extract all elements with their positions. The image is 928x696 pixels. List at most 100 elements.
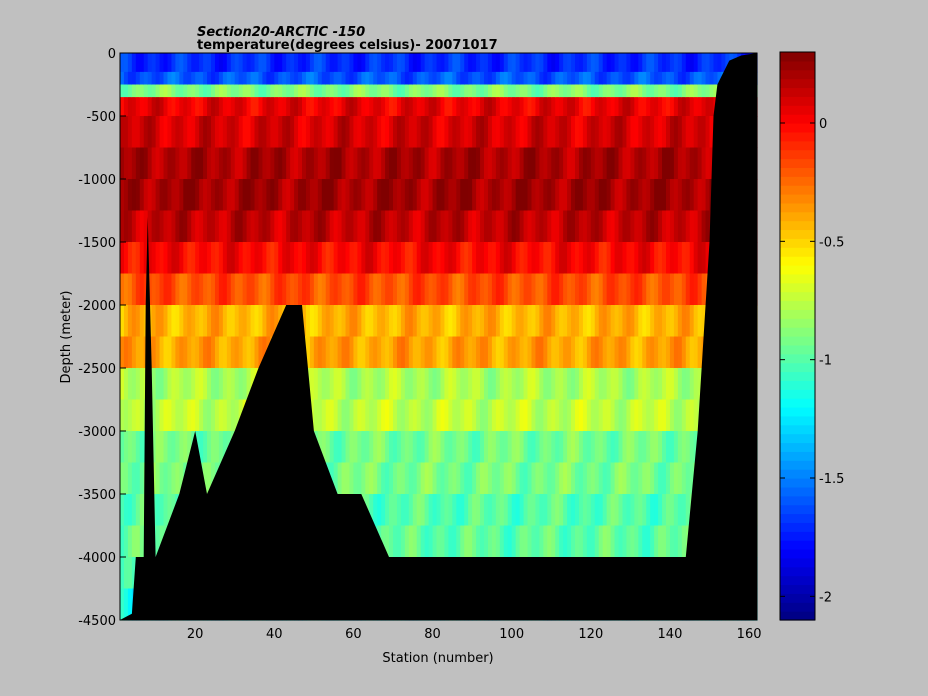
heatmap-cell (499, 525, 505, 558)
heatmap-cell (175, 97, 180, 117)
heatmap-cell (420, 97, 426, 117)
heatmap-cell (626, 53, 631, 73)
heatmap-cell (701, 179, 707, 212)
heatmap-cell (460, 147, 465, 180)
heatmap-cell (448, 53, 453, 73)
heatmap-cell (163, 494, 169, 527)
heatmap-cell (594, 462, 600, 495)
heatmap-cell (266, 210, 271, 243)
heatmap-cell (551, 525, 556, 558)
heatmap-cell (658, 53, 663, 73)
heatmap-cell (662, 116, 667, 149)
heatmap-cell (468, 399, 473, 432)
heatmap-cell (464, 273, 469, 306)
heatmap-cell (499, 71, 505, 86)
heatmap-cell (539, 399, 544, 432)
heatmap-cell (400, 116, 406, 149)
heatmap-cell (286, 71, 291, 86)
heatmap-cell (428, 242, 434, 275)
heatmap-cell (527, 399, 533, 432)
heatmap-cell (428, 147, 434, 180)
heatmap-cell (713, 71, 719, 86)
heatmap-cell (571, 242, 576, 275)
heatmap-cell (246, 97, 252, 117)
heatmap-cell (163, 97, 169, 117)
heatmap-cell (491, 147, 497, 180)
heatmap-cell (563, 368, 568, 401)
heatmap-cell (400, 305, 406, 338)
heatmap-cell (487, 210, 493, 243)
heatmap-cell (673, 97, 679, 117)
heatmap-cell (606, 53, 612, 73)
heatmap-cell (495, 71, 501, 86)
heatmap-cell (337, 147, 343, 180)
heatmap-cell (179, 431, 184, 464)
heatmap-cell (484, 84, 489, 98)
heatmap-cell (191, 210, 196, 243)
heatmap-cell (274, 242, 279, 275)
heatmap-cell (697, 84, 703, 98)
heatmap-cell (238, 273, 244, 306)
heatmap-cell (709, 116, 715, 149)
heatmap-cell (669, 116, 675, 149)
heatmap-cell (179, 305, 184, 338)
heatmap-cell (666, 97, 671, 117)
heatmap-cell (610, 71, 616, 86)
heatmap-cell (480, 242, 485, 275)
heatmap-cell (147, 273, 153, 306)
heatmap-cell (638, 97, 643, 117)
heatmap-cell (622, 97, 628, 117)
heatmap-cell (575, 242, 580, 275)
colorbar-segment (780, 131, 815, 142)
heatmap-cell (654, 242, 659, 275)
heatmap-cell (262, 336, 267, 369)
heatmap-cell (476, 179, 481, 212)
heatmap-cell (400, 147, 406, 180)
heatmap-cell (598, 116, 604, 149)
heatmap-cell (385, 462, 390, 495)
heatmap-cell (167, 210, 173, 243)
heatmap-cell (567, 116, 572, 149)
heatmap-cell (440, 179, 446, 212)
heatmap-cell (531, 273, 537, 306)
heatmap-cell (697, 305, 703, 338)
heatmap-cell (211, 210, 216, 243)
heatmap-cell (147, 53, 153, 73)
heatmap-cell (693, 97, 699, 117)
heatmap-cell (242, 242, 248, 275)
heatmap-cell (317, 71, 323, 86)
heatmap-cell (547, 179, 552, 212)
heatmap-cell (654, 97, 659, 117)
heatmap-cell (666, 336, 671, 369)
heatmap-cell (242, 273, 248, 306)
heatmap-cell (420, 494, 426, 527)
heatmap-cell (630, 53, 635, 73)
heatmap-cell (456, 84, 461, 98)
heatmap-cell (317, 273, 323, 306)
heatmap-cell (290, 71, 295, 86)
y-tick-label: -1000 (78, 173, 116, 188)
heatmap-cell (535, 210, 540, 243)
heatmap-cell (396, 399, 402, 432)
colorbar-segment (780, 176, 815, 186)
heatmap-cell (163, 147, 169, 180)
heatmap-cell (214, 147, 220, 180)
heatmap-cell (211, 53, 216, 73)
heatmap-cell (685, 336, 691, 369)
heatmap-cell (242, 53, 248, 73)
heatmap-cell (543, 71, 548, 86)
heatmap-cell (480, 71, 485, 86)
heatmap-cell (677, 336, 683, 369)
heatmap-cell (693, 305, 699, 338)
heatmap-cell (555, 525, 560, 558)
heatmap-cell (298, 210, 303, 243)
heatmap-cell (361, 431, 366, 464)
heatmap-cell (507, 116, 513, 149)
heatmap-cell (436, 336, 442, 369)
heatmap-cell (127, 588, 133, 621)
heatmap-cell (159, 242, 165, 275)
heatmap-cell (163, 53, 169, 73)
heatmap-cell (377, 147, 382, 180)
heatmap-cell (555, 242, 560, 275)
heatmap-cell (515, 53, 521, 73)
